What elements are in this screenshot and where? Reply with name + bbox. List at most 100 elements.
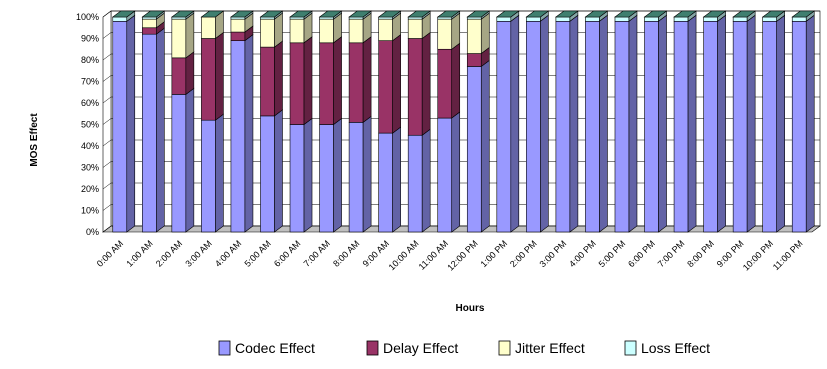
y-tick-label: 30% bbox=[81, 163, 99, 173]
bar-segment bbox=[791, 10, 815, 22]
bar-side bbox=[274, 40, 283, 117]
bar-side bbox=[392, 126, 401, 233]
bar-segment bbox=[437, 111, 461, 233]
bars bbox=[111, 10, 816, 233]
bar-front bbox=[112, 20, 128, 233]
bar-segment bbox=[555, 14, 579, 233]
bar-front bbox=[585, 20, 600, 233]
x-tick-label: 11:00 PM bbox=[771, 238, 805, 272]
bar-side bbox=[392, 34, 401, 134]
bar-front bbox=[526, 20, 541, 233]
bar-top bbox=[761, 10, 786, 18]
bar-side bbox=[185, 87, 195, 233]
bar-segment bbox=[171, 12, 195, 59]
grid bbox=[102, 10, 821, 233]
bar-front bbox=[437, 48, 453, 119]
bar-side bbox=[687, 14, 697, 233]
bar-side bbox=[451, 42, 461, 119]
bar-front bbox=[112, 16, 128, 22]
bar-segment bbox=[644, 14, 667, 233]
bar-front bbox=[348, 18, 364, 44]
x-tick-label: 6:00 AM bbox=[272, 238, 302, 268]
legend-item: Delay Effect bbox=[366, 340, 458, 356]
bar-front bbox=[171, 16, 187, 20]
bar-front bbox=[585, 16, 600, 22]
x-tick-label: 2:00 AM bbox=[154, 238, 184, 268]
bar-top bbox=[525, 10, 550, 18]
bar-side bbox=[421, 31, 431, 136]
bar-front bbox=[673, 16, 689, 22]
bar-side bbox=[215, 113, 224, 233]
gridline bbox=[102, 10, 820, 18]
bar-front bbox=[319, 18, 334, 44]
bar-front bbox=[260, 16, 275, 20]
bar-segment bbox=[319, 12, 342, 44]
bar-front bbox=[762, 16, 777, 22]
bar-segment bbox=[526, 14, 549, 233]
bar-segment bbox=[319, 117, 342, 233]
bar-front bbox=[230, 31, 246, 41]
bar-front bbox=[496, 16, 512, 22]
bar-front bbox=[260, 115, 275, 233]
bar-top bbox=[702, 10, 727, 18]
bar-segment bbox=[378, 12, 401, 42]
bar-side bbox=[303, 36, 313, 126]
bar-segment bbox=[260, 40, 283, 117]
bar-front bbox=[348, 16, 364, 20]
bar-front bbox=[171, 57, 187, 95]
bar-segment bbox=[407, 31, 431, 136]
bar-front bbox=[555, 16, 571, 22]
x-axis-ticks: 0:00 AM 1:00 AM 2:00 AM 3:00 AM 4:00 AM 5:00 … bbox=[95, 238, 805, 272]
bar-front bbox=[466, 53, 482, 67]
legend-item: Jitter Effect bbox=[498, 340, 585, 356]
bar-front bbox=[466, 18, 482, 54]
x-tick-label: 12:00 PM bbox=[445, 238, 479, 272]
bar-front bbox=[378, 40, 393, 134]
bar-segment bbox=[112, 14, 136, 233]
bar-front bbox=[142, 16, 157, 20]
y-tick-label: 40% bbox=[81, 141, 99, 151]
bar-front bbox=[289, 124, 305, 233]
bar-front bbox=[437, 117, 453, 233]
bar-front bbox=[407, 18, 423, 39]
bar-front bbox=[319, 16, 334, 20]
gridline bbox=[102, 139, 820, 147]
legend-label: Loss Effect bbox=[641, 340, 710, 356]
bar-segment bbox=[407, 128, 431, 233]
bar-top bbox=[348, 10, 373, 18]
legend-item: Codec Effect bbox=[218, 340, 315, 356]
bar-segment bbox=[201, 31, 224, 121]
bar-segment bbox=[289, 36, 313, 126]
bar-side bbox=[480, 12, 490, 55]
bar-top bbox=[495, 10, 520, 18]
bar-front bbox=[466, 66, 482, 233]
bar-front bbox=[703, 16, 718, 22]
bar-front bbox=[732, 16, 748, 22]
y-axis-title: MOS Effect bbox=[29, 113, 40, 167]
bar-side bbox=[540, 14, 549, 233]
x-tick-label: 4:00 PM bbox=[567, 238, 598, 269]
bar-segment bbox=[614, 14, 638, 233]
legend-item: Loss Effect bbox=[624, 340, 710, 356]
bar-front bbox=[673, 20, 689, 233]
bar-front bbox=[378, 16, 393, 20]
bar-side bbox=[185, 51, 195, 96]
bar-top bbox=[673, 10, 697, 18]
bar-segment bbox=[585, 14, 608, 233]
legend-swatch bbox=[624, 340, 637, 356]
bar-front bbox=[496, 20, 512, 233]
bar-front bbox=[526, 16, 541, 22]
bar-top bbox=[111, 10, 136, 18]
bar-top bbox=[407, 10, 432, 18]
bar-side bbox=[362, 115, 372, 233]
bar-front bbox=[142, 27, 157, 35]
bar-front bbox=[703, 20, 718, 233]
bar-front bbox=[289, 18, 305, 44]
x-tick-label: 0:00 AM bbox=[95, 238, 125, 268]
bar-segment bbox=[230, 34, 254, 233]
bar-front bbox=[171, 18, 187, 59]
legend-label: Codec Effect bbox=[235, 340, 315, 356]
bar-side bbox=[421, 128, 431, 233]
